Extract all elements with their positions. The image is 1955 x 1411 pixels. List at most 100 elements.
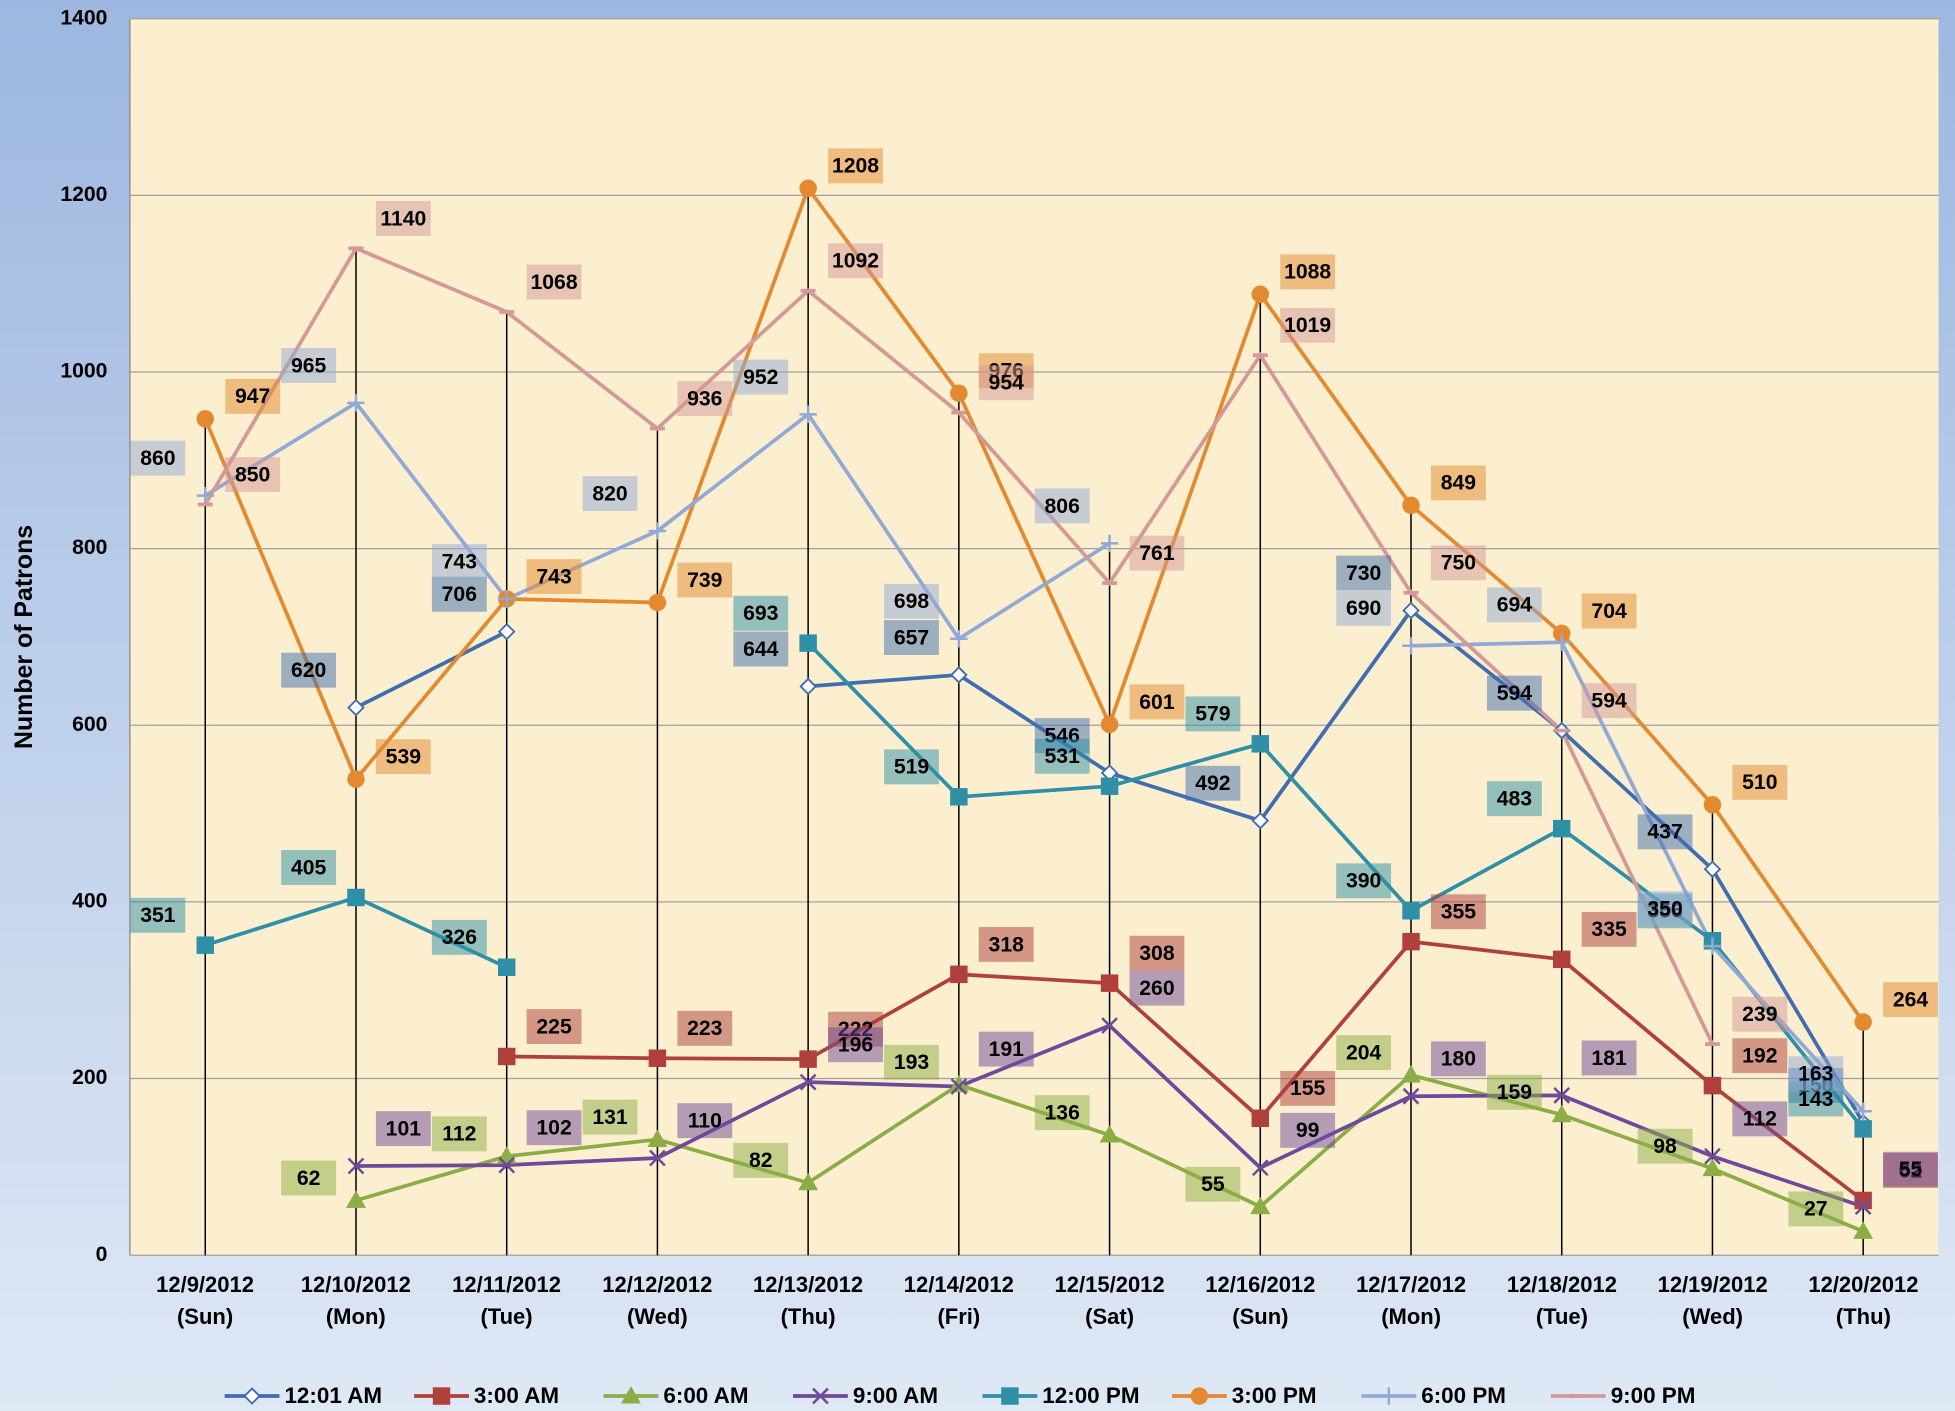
marker (1402, 1087, 1420, 1105)
marker (1553, 819, 1571, 838)
data-label: 239 (1742, 1003, 1777, 1026)
label-box (1486, 781, 1542, 817)
label-box (1883, 982, 1938, 1018)
label-box (1336, 555, 1392, 591)
marker (347, 394, 365, 412)
data-label: 730 (1346, 562, 1381, 585)
data-label: 579 (1195, 703, 1230, 726)
data-label: 260 (1139, 977, 1174, 1000)
marker (648, 522, 667, 540)
marker (1101, 1017, 1118, 1034)
data-label: 820 (592, 482, 627, 505)
marker (1251, 1109, 1270, 1128)
label-box (130, 897, 186, 933)
marker (799, 179, 817, 197)
data-label: 99 (1296, 1119, 1320, 1142)
label-box (1430, 545, 1486, 581)
series-line (506, 939, 1865, 1202)
data-label: 102 (536, 1117, 571, 1140)
legend-label: 3:00 AM (474, 1383, 559, 1408)
marker (196, 936, 214, 954)
data-label: 1140 (380, 207, 426, 230)
data-label: 1092 (832, 250, 879, 273)
marker (1703, 937, 1722, 955)
label-box (526, 559, 582, 594)
label-box (1637, 1128, 1693, 1164)
data-label: 131 (592, 1106, 628, 1129)
data-label: 594 (1591, 689, 1627, 712)
y-axis-label: Number of Patrons (10, 525, 38, 749)
data-label: 155 (1290, 1077, 1326, 1100)
marker (1402, 902, 1420, 920)
label-box (677, 1103, 733, 1139)
label-box (677, 381, 733, 417)
label-box (1336, 1035, 1392, 1071)
data-label: 196 (838, 1034, 874, 1057)
x-tick-label: 12/10/2012 (Mon) (300, 1272, 411, 1330)
label-box (1486, 1074, 1542, 1110)
data-label: 163 (1798, 1063, 1834, 1086)
data-label: 318 (989, 933, 1025, 956)
marker (1401, 1065, 1421, 1083)
label-box (828, 243, 883, 279)
marker (950, 1078, 968, 1095)
data-label: 519 (894, 756, 929, 779)
legend-label: 9:00 PM (1611, 1383, 1696, 1408)
marker (798, 1172, 819, 1191)
data-label: 55 (1201, 1173, 1225, 1196)
marker (648, 593, 667, 612)
marker (347, 888, 365, 907)
data-label: 954 (989, 372, 1025, 395)
label-box (828, 1027, 883, 1063)
label-box (1129, 935, 1185, 971)
label-box (1034, 738, 1090, 774)
data-label: 62 (297, 1167, 321, 1190)
marker (1553, 950, 1571, 969)
label-box (733, 359, 789, 395)
x-tick-label: 12/19/2012 (Wed) (1657, 1272, 1768, 1330)
data-label: 539 (386, 746, 421, 769)
label-box (1280, 1070, 1336, 1106)
data-label: 510 (1742, 771, 1777, 794)
label-box (1788, 1056, 1844, 1092)
label-box (225, 378, 281, 414)
marker (1402, 932, 1420, 951)
label-box (582, 476, 638, 512)
data-label: 180 (1441, 1048, 1476, 1071)
y-tick-label: 1200 (60, 183, 107, 206)
marker (950, 666, 968, 684)
data-label: 850 (235, 463, 270, 486)
y-tick-label: 1000 (60, 360, 107, 383)
label-box (884, 749, 939, 785)
label-box (431, 919, 487, 955)
data-label: 181 (1591, 1047, 1627, 1070)
marker (1854, 1120, 1872, 1138)
marker (950, 788, 968, 806)
data-label: 698 (894, 590, 930, 613)
label-box (1185, 1166, 1241, 1202)
label-box (281, 1160, 337, 1196)
label-box (884, 583, 939, 619)
x-tick-label: 12/20/2012 (Thu) (1808, 1272, 1919, 1330)
label-box (978, 926, 1034, 962)
data-label: 264 (1893, 988, 1929, 1011)
marker (1854, 1191, 1872, 1210)
marker (1251, 811, 1270, 830)
data-label: 1019 (1284, 314, 1331, 337)
data-label: 136 (1045, 1101, 1081, 1124)
x-tick-label: 12/15/2012 (Sat) (1054, 1272, 1165, 1330)
y-tick-label: 0 (96, 1243, 108, 1266)
data-label: 27 (1804, 1198, 1828, 1221)
data-label: 82 (749, 1149, 773, 1172)
legend-label: 9:00 AM (853, 1383, 938, 1408)
marker (799, 405, 817, 424)
marker (950, 384, 968, 402)
data-label: 601 (1139, 691, 1175, 714)
legend-label: 6:00 PM (1421, 1383, 1506, 1408)
marker (621, 1386, 641, 1404)
label-box (1129, 535, 1185, 571)
label-box (1486, 675, 1542, 711)
data-label: 98 (1653, 1135, 1677, 1158)
label-box (526, 1009, 582, 1045)
